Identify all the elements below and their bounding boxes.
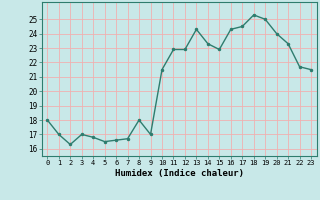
X-axis label: Humidex (Indice chaleur): Humidex (Indice chaleur) [115,169,244,178]
